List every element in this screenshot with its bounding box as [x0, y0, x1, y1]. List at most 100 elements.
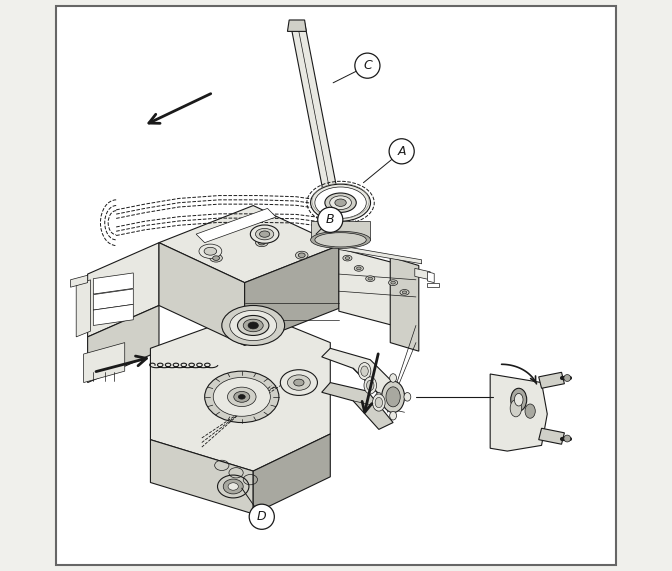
- Polygon shape: [339, 246, 421, 264]
- FancyBboxPatch shape: [56, 6, 616, 565]
- Ellipse shape: [511, 388, 527, 411]
- Ellipse shape: [345, 256, 349, 259]
- Polygon shape: [539, 372, 564, 388]
- Polygon shape: [290, 23, 345, 228]
- Ellipse shape: [515, 393, 523, 406]
- Polygon shape: [159, 243, 245, 345]
- Circle shape: [249, 504, 274, 529]
- Ellipse shape: [310, 231, 370, 248]
- Polygon shape: [151, 440, 253, 514]
- Polygon shape: [311, 221, 370, 240]
- Ellipse shape: [212, 256, 220, 260]
- Ellipse shape: [310, 184, 370, 222]
- Polygon shape: [151, 311, 331, 471]
- Ellipse shape: [296, 251, 308, 259]
- Ellipse shape: [259, 231, 269, 238]
- Text: A: A: [397, 145, 406, 158]
- Ellipse shape: [388, 280, 398, 286]
- Ellipse shape: [325, 193, 356, 212]
- Ellipse shape: [243, 319, 263, 332]
- Ellipse shape: [330, 196, 351, 210]
- Ellipse shape: [255, 228, 274, 240]
- Ellipse shape: [357, 267, 361, 270]
- Circle shape: [355, 53, 380, 78]
- Circle shape: [389, 139, 414, 164]
- Ellipse shape: [315, 187, 366, 218]
- Ellipse shape: [218, 475, 249, 498]
- Polygon shape: [490, 374, 547, 451]
- Polygon shape: [83, 343, 125, 383]
- Polygon shape: [288, 20, 306, 31]
- Ellipse shape: [382, 381, 405, 412]
- Polygon shape: [253, 434, 331, 514]
- Ellipse shape: [391, 281, 395, 284]
- Ellipse shape: [335, 199, 346, 206]
- Ellipse shape: [288, 375, 310, 391]
- Ellipse shape: [248, 322, 258, 329]
- Polygon shape: [87, 243, 159, 337]
- Polygon shape: [427, 272, 434, 283]
- Polygon shape: [415, 268, 430, 280]
- Ellipse shape: [372, 394, 385, 411]
- Ellipse shape: [368, 277, 372, 280]
- Ellipse shape: [237, 315, 269, 336]
- Text: B: B: [326, 214, 335, 226]
- Polygon shape: [93, 304, 133, 325]
- Ellipse shape: [199, 244, 222, 258]
- Polygon shape: [196, 208, 276, 243]
- Polygon shape: [390, 257, 419, 351]
- Ellipse shape: [239, 395, 245, 399]
- Ellipse shape: [213, 377, 270, 416]
- Ellipse shape: [343, 255, 352, 261]
- Ellipse shape: [228, 387, 256, 407]
- Ellipse shape: [390, 374, 396, 383]
- Ellipse shape: [315, 232, 366, 247]
- Ellipse shape: [294, 379, 304, 386]
- Ellipse shape: [205, 371, 279, 423]
- Polygon shape: [322, 383, 393, 429]
- Circle shape: [318, 207, 343, 232]
- Ellipse shape: [364, 377, 376, 394]
- Ellipse shape: [228, 483, 239, 490]
- Polygon shape: [322, 348, 405, 403]
- Ellipse shape: [251, 225, 279, 243]
- Ellipse shape: [258, 240, 265, 245]
- Ellipse shape: [375, 397, 382, 408]
- Polygon shape: [427, 283, 439, 287]
- Ellipse shape: [366, 380, 374, 391]
- Ellipse shape: [262, 232, 273, 239]
- Ellipse shape: [280, 370, 317, 395]
- Polygon shape: [93, 289, 133, 310]
- Ellipse shape: [257, 229, 278, 242]
- Text: C: C: [363, 59, 372, 72]
- Ellipse shape: [222, 305, 285, 345]
- Ellipse shape: [210, 254, 222, 262]
- Ellipse shape: [354, 266, 364, 271]
- Polygon shape: [245, 246, 339, 345]
- Ellipse shape: [564, 435, 571, 442]
- Ellipse shape: [361, 366, 368, 376]
- Ellipse shape: [525, 404, 536, 418]
- Text: D: D: [257, 510, 267, 523]
- Ellipse shape: [404, 393, 411, 401]
- Ellipse shape: [298, 253, 305, 258]
- Polygon shape: [71, 275, 87, 287]
- Ellipse shape: [234, 392, 250, 402]
- Polygon shape: [159, 206, 339, 283]
- Ellipse shape: [366, 276, 375, 282]
- Ellipse shape: [230, 311, 277, 340]
- Ellipse shape: [255, 239, 268, 247]
- Ellipse shape: [204, 247, 216, 255]
- Polygon shape: [76, 280, 91, 337]
- Polygon shape: [93, 273, 133, 294]
- Ellipse shape: [386, 387, 401, 407]
- Ellipse shape: [390, 411, 396, 420]
- Ellipse shape: [510, 400, 521, 417]
- Ellipse shape: [403, 291, 407, 294]
- Ellipse shape: [223, 479, 243, 494]
- Ellipse shape: [358, 363, 371, 380]
- Ellipse shape: [564, 375, 571, 381]
- Polygon shape: [87, 305, 159, 383]
- Polygon shape: [393, 263, 416, 331]
- Ellipse shape: [400, 289, 409, 295]
